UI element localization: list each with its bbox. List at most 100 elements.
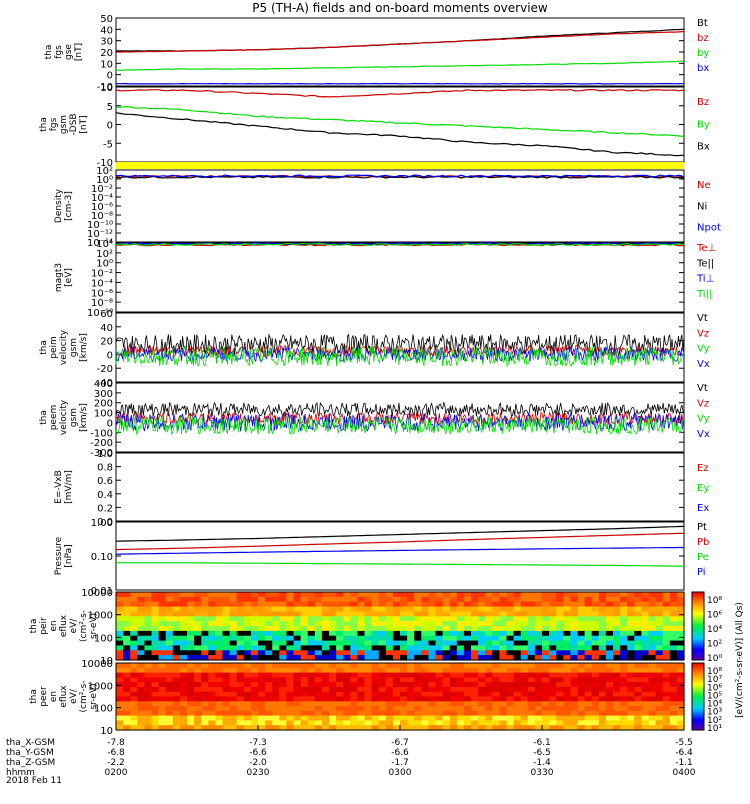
panel-frame-peir_eflux — [115, 591, 685, 661]
colorbar-tick: 10² — [707, 716, 722, 726]
legend-Ti||: Ti|| — [696, 289, 712, 300]
xaxis-value: 0330 — [531, 768, 554, 778]
xaxis-value: -2.0 — [249, 758, 267, 768]
ytick-label: 10⁰ — [96, 175, 113, 186]
legend-Vz: Vz — [697, 398, 709, 409]
ytick-label: -5 — [103, 139, 113, 150]
legend-Ey: Ey — [697, 483, 709, 494]
series-Pb — [115, 532, 685, 551]
ylabel-line: (cm²-s- — [79, 610, 89, 642]
colorbar-tick: 10² — [707, 640, 722, 650]
ylabel-line: gse — [64, 44, 74, 60]
ytick-label: 10⁻¹⁰ — [87, 220, 113, 231]
legend-Te⊥: Te⊥ — [696, 243, 716, 254]
legend-Ni: Ni — [697, 201, 707, 212]
ytick-label: 0.6 — [97, 476, 113, 487]
legend-Pt: Pt — [697, 522, 707, 533]
ylabel-line: tha — [39, 410, 49, 425]
legend-Vx: Vx — [697, 359, 710, 370]
panel-frame-peim_velocity — [115, 312, 685, 383]
ylabel-line: [nT] — [74, 43, 84, 61]
series-by — [115, 60, 685, 71]
ytick-label: 0.01 — [91, 586, 113, 597]
ylabel-line: gsm — [69, 338, 79, 357]
ylabel-line: eflux — [59, 614, 69, 637]
ylabel-line: sr-eV) — [89, 683, 99, 709]
xaxis-value: 0300 — [389, 768, 412, 778]
ytick-label: 1.0 — [97, 449, 113, 460]
xaxis-value: 0400 — [673, 768, 696, 778]
ytick-label: 100 — [94, 633, 113, 644]
ytick-label: 10⁻¹² — [87, 229, 113, 240]
ytick-label: 30 — [100, 37, 113, 48]
ylabel-line: [km/s] — [79, 333, 89, 362]
ytick-label: 10⁻¹⁰ — [87, 308, 113, 319]
legend-Te||: Te|| — [696, 258, 714, 269]
xaxis-value: -6.8 — [107, 748, 125, 758]
xaxis-value: -1.7 — [391, 758, 409, 768]
series-Ti|| — [115, 242, 685, 246]
ylabel-line: Density — [54, 188, 64, 223]
ytick-label: 0.0 — [97, 517, 113, 528]
ytick-label: 10⁻⁶ — [91, 202, 113, 213]
ytick-label: 100 — [94, 409, 113, 420]
xaxis-value: 0200 — [105, 768, 128, 778]
colorbar-tick: 10¹ — [707, 724, 722, 734]
colorbar-tick: 10⁴ — [707, 625, 722, 635]
ytick-label: 10⁻⁸ — [91, 298, 113, 309]
spectrogram-peir_eflux — [116, 592, 685, 661]
panel-frame-fgs_gse — [115, 17, 685, 87]
ylabel-line: [km/s] — [79, 403, 89, 432]
plot-title: P5 (TH-A) fields and on-board moments ov… — [252, 1, 548, 15]
ylabel-line: Pressure — [54, 536, 64, 575]
series-Npot — [115, 174, 685, 178]
series-Vt — [115, 401, 685, 418]
series-Vy — [115, 346, 685, 368]
ytick-label: -20 — [97, 364, 113, 375]
ytick-label: 10⁻¹⁴ — [87, 238, 113, 249]
legend-Vy: Vy — [697, 414, 710, 425]
ylabel-line: gsm — [59, 115, 69, 134]
panel-frame-density — [115, 169, 685, 243]
legend-Pb: Pb — [697, 537, 709, 548]
panel-frame-magt3 — [115, 242, 685, 313]
ylabel-line: eV/ — [69, 618, 79, 634]
legend-Ne: Ne — [697, 180, 711, 191]
legend-bz: bz — [697, 33, 709, 44]
ytick-label: 60 — [100, 309, 113, 320]
ytick-label: 0 — [107, 350, 113, 361]
ylabel-line: magt3 — [54, 263, 64, 292]
series-Pt — [115, 525, 685, 542]
ylabel-line: gsm — [69, 408, 79, 427]
xaxis-value: 0230 — [247, 768, 270, 778]
legend-Ti⊥: Ti⊥ — [696, 274, 714, 285]
ytick-label: 10⁻² — [91, 184, 113, 195]
colorbar-tick: 10⁶ — [707, 611, 722, 621]
series-Ni — [115, 175, 685, 179]
series-By — [115, 105, 685, 138]
series-bz — [115, 30, 685, 53]
ytick-label: 10 — [100, 83, 113, 94]
date-label: 2018 Feb 11 — [6, 776, 62, 786]
ytick-label: 1.00 — [91, 518, 113, 529]
series-Pe — [116, 562, 685, 567]
ytick-label: -300 — [90, 448, 113, 459]
ytick-label: 20 — [100, 48, 113, 59]
ylabel-line: eflux — [59, 685, 69, 708]
ylabel-line: fgs — [49, 117, 59, 131]
ylabel-line: peer — [39, 686, 49, 707]
ytick-label: 0 — [107, 418, 113, 429]
ylabel-line: velocity — [59, 399, 69, 435]
ylabel-line: tha — [39, 340, 49, 355]
legend-bx: bx — [697, 63, 709, 74]
xaxis-value: -6.5 — [533, 748, 551, 758]
legend-Vt: Vt — [697, 313, 708, 324]
ytick-label: 10 — [100, 726, 113, 737]
ylabel-line: peem — [49, 405, 59, 431]
xaxis-row-label: hhmm — [6, 768, 35, 778]
legend-Bx: Bx — [697, 142, 710, 153]
series-Vx — [115, 412, 685, 432]
ytick-label: 200 — [94, 399, 113, 410]
colorbar — [691, 591, 705, 661]
ytick-label: 20 — [100, 337, 113, 348]
